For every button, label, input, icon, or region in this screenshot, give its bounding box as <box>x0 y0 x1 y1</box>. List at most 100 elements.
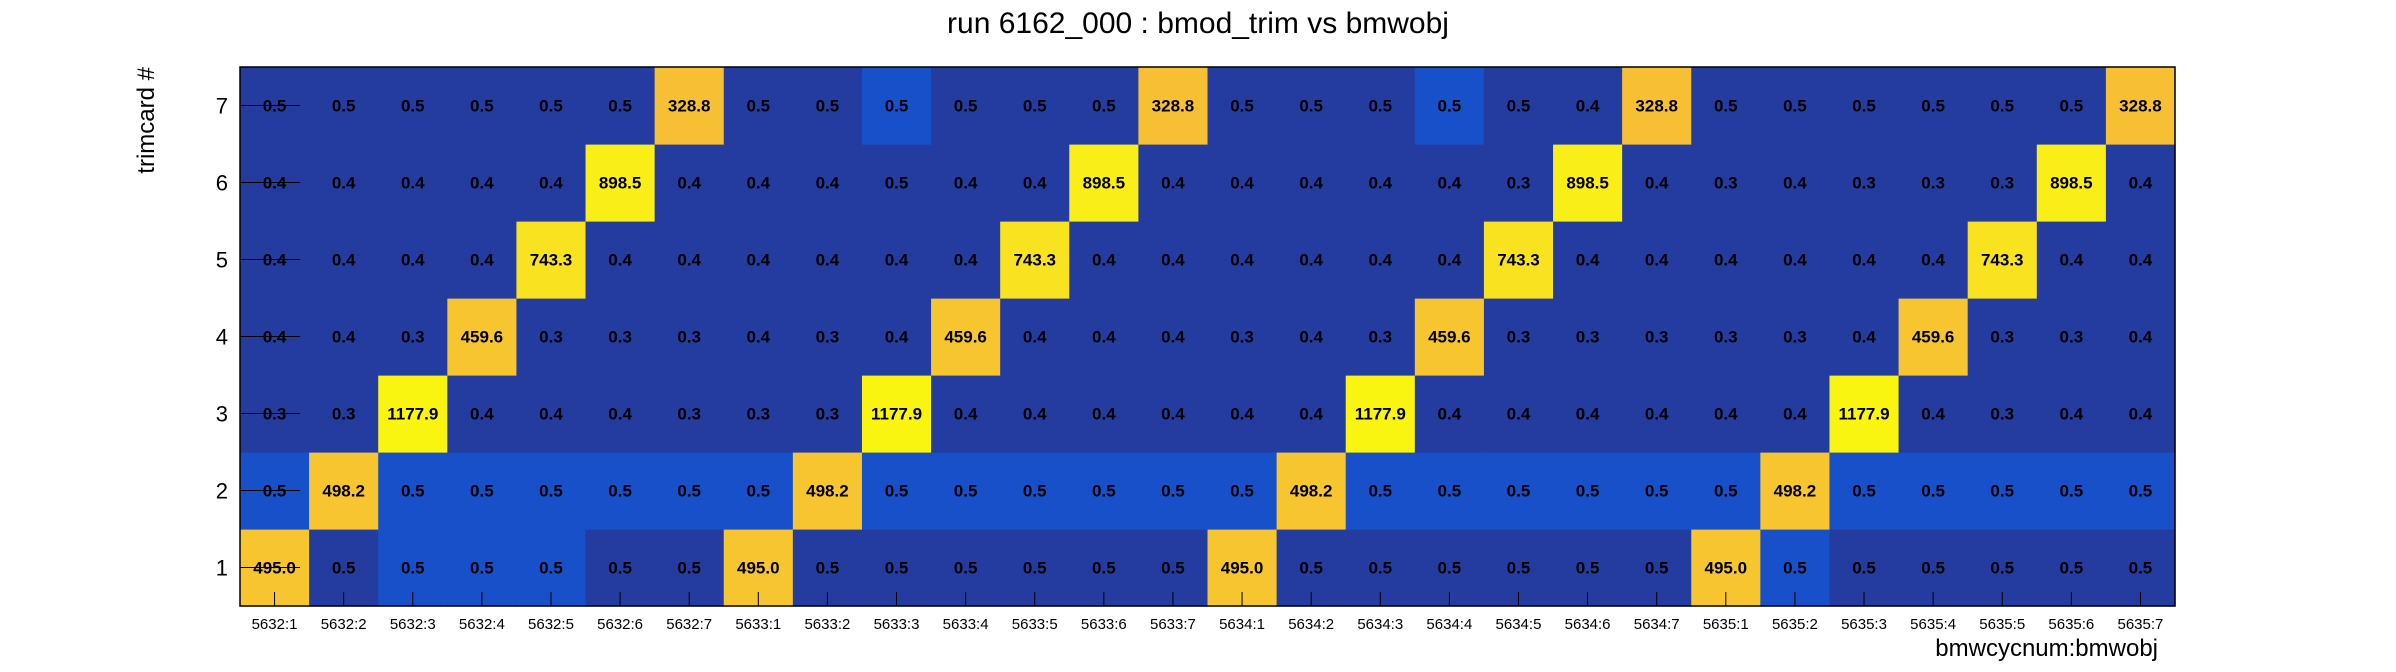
cell-value-label: 0.5 <box>1714 482 1738 501</box>
x-tick-label: 5633:5 <box>1012 616 1058 633</box>
x-tick-label: 5635:1 <box>1703 616 1749 633</box>
heatmap-cell <box>861 221 932 299</box>
cell-value-label: 1177.9 <box>1355 405 1406 424</box>
cell-value-label: 0.4 <box>1645 405 1669 424</box>
cell-value-label: 0.5 <box>1438 482 1462 501</box>
cell-value-label: 898.5 <box>2050 174 2093 193</box>
cell-value-label: 0.5 <box>1023 97 1047 116</box>
cell-value-label: 0.5 <box>816 97 840 116</box>
cell-value-label: 0.4 <box>608 251 632 270</box>
heatmap-cell <box>585 144 656 222</box>
heatmap-cell <box>723 221 794 299</box>
cell-value-label: 0.3 <box>1714 174 1738 193</box>
cell-value-label: 0.4 <box>1576 97 1600 116</box>
cell-value-label: 498.2 <box>1774 482 1817 501</box>
heatmap-cell <box>1345 221 1416 299</box>
cell-value-label: 0.5 <box>677 559 701 578</box>
x-tick-label: 5634:1 <box>1219 616 1265 633</box>
heatmap-cell <box>1553 67 1623 145</box>
cell-value-label: 0.5 <box>954 559 978 578</box>
heatmap-cell <box>1967 375 2038 453</box>
heatmap-cell <box>1345 298 1416 376</box>
cell-value-label: 0.4 <box>1299 405 1323 424</box>
cell-value-label: 0.5 <box>1645 559 1669 578</box>
heatmap-cell <box>1207 144 1278 222</box>
heatmap-cell <box>1553 452 1623 530</box>
cell-value-label: 0.5 <box>1852 482 1876 501</box>
cell-value-label: 0.3 <box>1714 328 1738 347</box>
heatmap-cell <box>2036 375 2107 453</box>
heatmap-cell <box>1829 298 1900 376</box>
x-tick-label: 5634:4 <box>1426 616 1472 633</box>
heatmap-cell <box>654 144 725 222</box>
heatmap-cell <box>861 452 932 530</box>
cell-value-label: 0.5 <box>1023 559 1047 578</box>
x-tick-label: 5634:3 <box>1357 616 1403 633</box>
heatmap-cell <box>516 298 587 376</box>
cell-value-label: 0.4 <box>885 251 909 270</box>
heatmap-cell <box>447 375 518 453</box>
cell-value-label: 0.3 <box>1990 328 2014 347</box>
y-tick-label: 1 <box>216 556 228 581</box>
heatmap-cell <box>1898 221 1969 299</box>
cell-value-label: 0.3 <box>677 405 701 424</box>
heatmap-cell <box>792 221 863 299</box>
heatmap-cell <box>1345 452 1416 530</box>
cell-value-label: 0.3 <box>816 328 840 347</box>
heatmap-cell <box>1414 298 1485 376</box>
cell-value-label: 495.0 <box>1221 559 1264 578</box>
cell-value-label: 0.5 <box>470 559 494 578</box>
heatmap-cell <box>1760 221 1831 299</box>
cell-value-label: 0.5 <box>746 482 770 501</box>
heatmap-cell <box>792 298 863 376</box>
heatmap-cell <box>1345 144 1416 222</box>
cell-value-label: 0.4 <box>954 174 978 193</box>
heatmap-cell <box>1414 375 1485 453</box>
x-axis-label: bmwcycnum:bmwobj <box>1935 635 2158 662</box>
cell-value-label: 0.3 <box>1783 328 1807 347</box>
cell-value-label: 0.5 <box>332 559 356 578</box>
cell-value-label: 0.5 <box>1092 97 1116 116</box>
heatmap-cell <box>1276 452 1347 530</box>
heatmap-cell <box>1069 298 1139 376</box>
y-tick-label: 4 <box>216 325 228 350</box>
cell-value-label: 0.4 <box>1576 405 1600 424</box>
cell-value-label: 0.3 <box>677 328 701 347</box>
cell-value-label: 0.5 <box>539 482 563 501</box>
cell-value-label: 0.5 <box>1230 482 1254 501</box>
heatmap-cell <box>1898 375 1969 453</box>
heatmap-cell <box>1691 221 1761 299</box>
cell-value-label: 0.4 <box>1161 174 1185 193</box>
heatmap-cell <box>378 67 448 145</box>
heatmap-cell <box>931 452 1001 530</box>
cell-value-label: 0.5 <box>1092 482 1116 501</box>
heatmap-cell <box>309 298 379 376</box>
cell-value-label: 0.4 <box>2060 251 2084 270</box>
heatmap-cell <box>654 375 725 453</box>
cell-value-label: 0.4 <box>746 328 770 347</box>
chart-title: run 6162_000 : bmod_trim vs bmwobj <box>947 7 1449 40</box>
cell-value-label: 0.4 <box>1092 251 1116 270</box>
cell-value-label: 0.4 <box>539 174 563 193</box>
x-tick-label: 5632:3 <box>390 616 436 633</box>
heatmap-cell <box>1967 221 2038 299</box>
cell-value-label: 898.5 <box>1566 174 1609 193</box>
heatmap-cell <box>585 375 656 453</box>
heatmap-cell <box>723 298 794 376</box>
heatmap-cell <box>792 375 863 453</box>
heatmap-cell <box>1276 298 1347 376</box>
heatmap-cell <box>1760 67 1831 145</box>
heatmap-cell <box>1967 67 2038 145</box>
x-tick-label: 5633:3 <box>874 616 920 633</box>
cell-value-label: 1177.9 <box>871 405 922 424</box>
cell-value-label: 328.8 <box>668 97 711 116</box>
heatmap-cell <box>1898 452 1969 530</box>
cell-value-label: 0.4 <box>1092 328 1116 347</box>
heatmap-cell <box>1760 452 1831 530</box>
heatmap-cell <box>1898 67 1969 145</box>
heatmap-cell <box>1691 67 1761 145</box>
cell-value-label: 0.3 <box>608 328 632 347</box>
cell-value-label: 0.5 <box>1507 559 1531 578</box>
cell-value-label: 0.5 <box>2129 482 2153 501</box>
cell-value-label: 0.4 <box>1438 174 1462 193</box>
